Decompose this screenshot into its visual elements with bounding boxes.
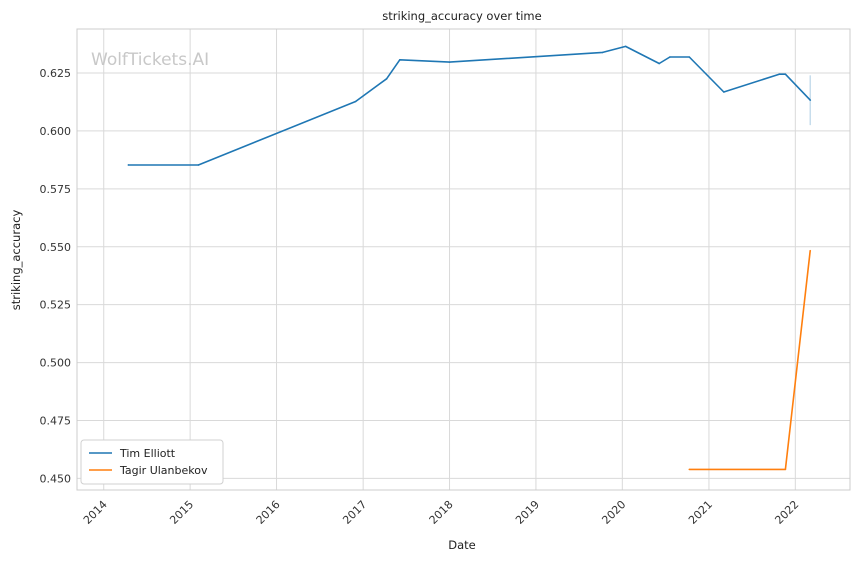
x-tick-label: 2019 (513, 498, 542, 527)
series-line-tagir-ulanbekov (689, 250, 811, 471)
data-point-tim-elliott (624, 45, 627, 48)
chart-title: striking_accuracy over time (382, 9, 541, 23)
x-tick-label: 2014 (81, 498, 110, 527)
grid (77, 29, 850, 490)
y-tick-label: 0.625 (40, 67, 72, 80)
y-axis-ticks: 0.450 0.475 0.500 0.525 0.550 0.575 0.600 0.625 (40, 67, 72, 485)
x-axis-ticks: 2014 2015 2016 2017 2018 2019 2020 2021 2022 (81, 498, 802, 527)
data-point-tagir-ulanbekov (809, 249, 812, 252)
data-point-tim-elliott (809, 99, 812, 101)
data-point-tim-elliott (669, 56, 671, 58)
y-tick-label: 0.575 (40, 183, 72, 196)
x-tick-label: 2021 (686, 498, 715, 527)
data-point-tim-elliott (688, 56, 691, 58)
data-point-tim-elliott (385, 78, 388, 80)
x-tick-label: 2020 (599, 498, 628, 527)
y-tick-label: 0.600 (40, 125, 72, 138)
data-point-tim-elliott (127, 164, 130, 166)
x-tick-label: 2022 (772, 498, 801, 527)
y-tick-label: 0.500 (40, 357, 72, 370)
plot-frame (76, 28, 851, 491)
data-point-tim-elliott (399, 59, 401, 61)
legend-label-tagir-ulanbekov: Tagir Ulanbekov (119, 464, 208, 477)
data-point-tim-elliott (354, 100, 357, 103)
data-point-tim-elliott (723, 91, 725, 93)
watermark: WolfTickets.AI (91, 50, 209, 70)
data-point-tim-elliott (778, 73, 781, 75)
y-tick-label: 0.450 (40, 472, 72, 485)
x-tick-label: 2017 (340, 498, 369, 527)
y-tick-label: 0.550 (40, 241, 72, 254)
data-point-tagir-ulanbekov (688, 468, 691, 471)
y-axis-label: striking_accuracy (9, 210, 23, 311)
y-tick-label: 0.525 (40, 299, 72, 312)
x-tick-label: 2018 (427, 498, 456, 527)
x-tick-label: 2015 (167, 498, 196, 527)
data-point-tagir-ulanbekov (784, 468, 787, 471)
data-point-tim-elliott (784, 73, 787, 75)
legend-box (80, 439, 224, 485)
data-point-tim-elliott (601, 51, 604, 54)
data-point-tim-elliott (658, 62, 661, 65)
legend-label-tim-elliott: Tim Elliott (119, 447, 176, 460)
x-axis-label: Date (448, 538, 476, 552)
series-lines (127, 45, 812, 471)
series-line-tim-elliott (128, 45, 811, 166)
y-tick-label: 0.475 (40, 415, 72, 428)
data-point-tim-elliott (448, 61, 451, 63)
x-tick-label: 2016 (254, 498, 283, 527)
legend: Tim Elliott Tagir Ulanbekov (80, 439, 224, 485)
data-point-tim-elliott (197, 164, 200, 166)
